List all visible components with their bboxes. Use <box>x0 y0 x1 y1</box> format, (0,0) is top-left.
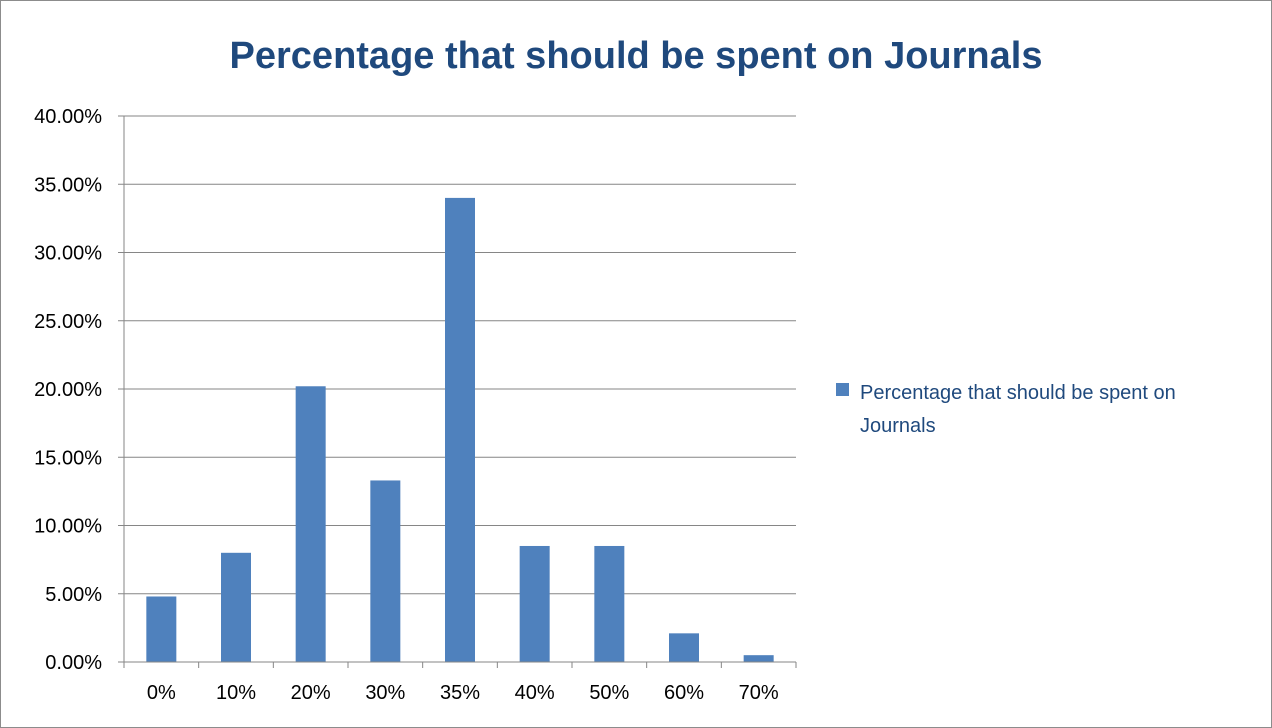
x-tick-label: 40% <box>515 682 555 704</box>
y-tick-labels: 0.00% 5.00% 10.00% 15.00% 20.00% 25.00% 30.00%… <box>34 106 102 674</box>
bar <box>594 545 625 662</box>
bars <box>146 197 774 662</box>
x-tick-label: 70% <box>739 682 779 704</box>
chart-title: Percentage that should be spent on Journ… <box>230 35 1043 77</box>
y-tick-label: 15.00% <box>34 447 102 469</box>
y-tick-label: 5.00% <box>45 584 102 606</box>
legend-swatch <box>836 383 849 396</box>
bar <box>370 480 401 662</box>
y-tick-label: 0.00% <box>45 652 102 674</box>
x-tick-label: 10% <box>216 682 256 704</box>
y-tick-label: 40.00% <box>34 106 102 128</box>
bar <box>221 552 251 662</box>
y-tick-label: 20.00% <box>34 379 102 401</box>
x-tick-label: 30% <box>365 682 405 704</box>
legend: Percentage that should be spent on Journ… <box>836 382 1176 437</box>
bar <box>519 545 550 662</box>
bar <box>146 596 177 662</box>
x-tick-label: 35% <box>440 682 480 704</box>
x-tick-label: 0% <box>147 682 176 704</box>
x-tick-labels: 0% 10% 20% 30% 35% 40% 50% 60% 70% <box>147 682 779 704</box>
legend-label-line-2: Journals <box>860 415 936 437</box>
bar <box>295 386 326 662</box>
bar <box>445 197 475 662</box>
x-tick-label: 50% <box>589 682 629 704</box>
y-tick-label: 30.00% <box>34 243 102 265</box>
x-tick-label: 60% <box>664 682 704 704</box>
bar <box>743 655 774 662</box>
y-tick-label: 25.00% <box>34 311 102 333</box>
y-tick-label: 10.00% <box>34 516 102 538</box>
x-tick-label: 20% <box>291 682 331 704</box>
axes <box>118 115 797 668</box>
y-tick-label: 35.00% <box>34 174 102 196</box>
legend-label-line-1: Percentage that should be spent on <box>860 382 1176 404</box>
bar <box>669 633 699 662</box>
